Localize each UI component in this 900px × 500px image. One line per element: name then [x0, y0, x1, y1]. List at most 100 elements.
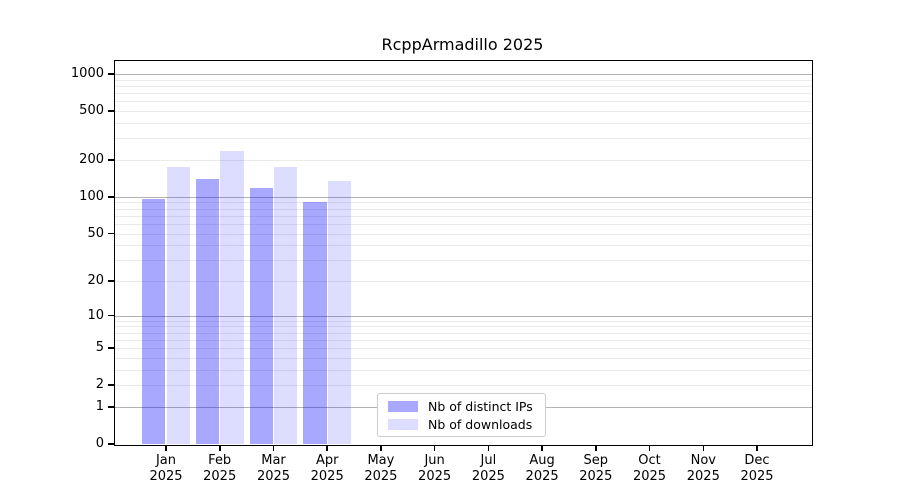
x-tick-label: Jan 2025 [136, 453, 196, 485]
x-tick-label: Aug 2025 [512, 453, 572, 485]
y-tick-label: 20 [87, 273, 104, 288]
y-tick-mark [108, 347, 114, 349]
minor-gridline [114, 233, 812, 235]
x-tick-year: 2025 [256, 469, 291, 484]
y-tick-label: 200 [79, 152, 104, 167]
x-tick-year: 2025 [364, 469, 398, 484]
y-tick-label: 100 [79, 188, 104, 204]
minor-gridline [114, 348, 812, 350]
minor-gridline [114, 160, 812, 161]
y-tick-mark [108, 110, 114, 112]
x-tick-year: 2025 [310, 469, 344, 484]
x-tick-label: Mar 2025 [244, 453, 304, 485]
legend-label: Nb of downloads [428, 416, 533, 432]
minor-gridline [114, 281, 812, 282]
legend: Nb of distinct IPs Nb of downloads [377, 393, 546, 437]
legend-swatch [388, 400, 418, 412]
x-tick-mark [380, 445, 382, 451]
x-tick-month: Sep [583, 453, 609, 468]
minor-gridline [114, 79, 812, 81]
x-tick-month: Aug [529, 453, 555, 468]
minor-gridline [114, 138, 812, 140]
x-tick-mark [595, 445, 597, 451]
y-tick-label: 1 [95, 398, 104, 414]
y-tick-label: 0 [95, 436, 104, 451]
minor-gridline [114, 339, 812, 341]
y-tick-label: 5 [95, 340, 104, 356]
bar-distinct-ips [142, 198, 166, 444]
y-tick-mark [108, 159, 114, 161]
bar-downloads [327, 181, 352, 444]
minor-gridline [114, 332, 812, 334]
x-tick-year: 2025 [149, 469, 183, 484]
x-tick-mark [165, 445, 167, 451]
x-tick-month: Mar [261, 453, 286, 468]
minor-gridline [114, 320, 812, 322]
y-tick-label: 1000 [70, 66, 104, 81]
bar-downloads [166, 166, 190, 444]
x-tick-mark [433, 445, 436, 451]
x-tick-label: Nov 2025 [673, 453, 733, 485]
minor-gridline [114, 260, 812, 262]
x-tick-month: Feb [208, 453, 232, 468]
x-tick-mark [756, 445, 758, 451]
x-tick-year: 2025 [579, 469, 613, 484]
bar-distinct-ips [303, 202, 327, 444]
y-tick-mark [108, 196, 114, 198]
y-tick-label: 2 [95, 377, 104, 393]
minor-gridline [114, 208, 812, 210]
x-tick-month: Nov [690, 453, 716, 468]
legend-entry: Nb of downloads [378, 416, 545, 432]
y-tick-mark [108, 314, 114, 317]
bar-downloads [274, 166, 298, 444]
y-tick-mark [108, 73, 114, 75]
legend-entry: Nb of distinct IPs [378, 398, 545, 414]
x-tick-label: Jul 2025 [458, 453, 518, 485]
y-tick-mark [108, 406, 114, 408]
chart-title: RcppArmadillo 2025 [381, 35, 544, 54]
x-tick-month: Apr [315, 453, 339, 468]
x-tick-month: Dec [744, 453, 770, 468]
bar-distinct-ips [195, 178, 220, 444]
minor-gridline [114, 202, 812, 204]
x-tick-year: 2025 [632, 469, 667, 484]
minor-gridline [114, 93, 812, 95]
minor-gridline [114, 111, 812, 113]
x-tick-month: Jun [424, 453, 445, 468]
x-tick-mark [219, 445, 221, 451]
minor-gridline [114, 123, 812, 124]
y-tick-mark [108, 384, 114, 386]
minor-gridline [114, 326, 812, 328]
major-gridline [114, 315, 812, 317]
minor-gridline [114, 245, 812, 247]
x-tick-month: Jan [155, 453, 177, 468]
bar-downloads [220, 151, 244, 444]
minor-gridline [114, 385, 812, 387]
x-tick-label: Jun 2025 [405, 453, 465, 485]
x-tick-year: 2025 [686, 469, 720, 484]
y-tick-mark [108, 232, 114, 235]
x-tick-mark [541, 445, 543, 451]
x-tick-mark [326, 445, 328, 451]
x-tick-label: Apr 2025 [297, 453, 357, 485]
x-tick-mark [648, 445, 651, 451]
x-tick-year: 2025 [740, 469, 774, 484]
x-tick-mark [702, 445, 704, 451]
x-tick-label: Sep 2025 [566, 453, 626, 485]
x-tick-year: 2025 [471, 469, 505, 484]
x-tick-year: 2025 [418, 469, 452, 484]
x-tick-year: 2025 [203, 469, 237, 484]
minor-gridline [114, 369, 812, 371]
minor-gridline [114, 86, 812, 87]
x-tick-year: 2025 [525, 469, 559, 484]
minor-gridline [114, 223, 812, 225]
y-tick-mark [108, 280, 114, 282]
y-tick-label: 500 [79, 103, 104, 119]
major-gridline [114, 196, 812, 198]
minor-gridline [114, 357, 812, 359]
major-gridline [114, 74, 812, 75]
legend-label: Nb of distinct IPs [428, 398, 533, 414]
x-tick-month: Jul [480, 453, 497, 468]
minor-gridline [114, 215, 812, 217]
